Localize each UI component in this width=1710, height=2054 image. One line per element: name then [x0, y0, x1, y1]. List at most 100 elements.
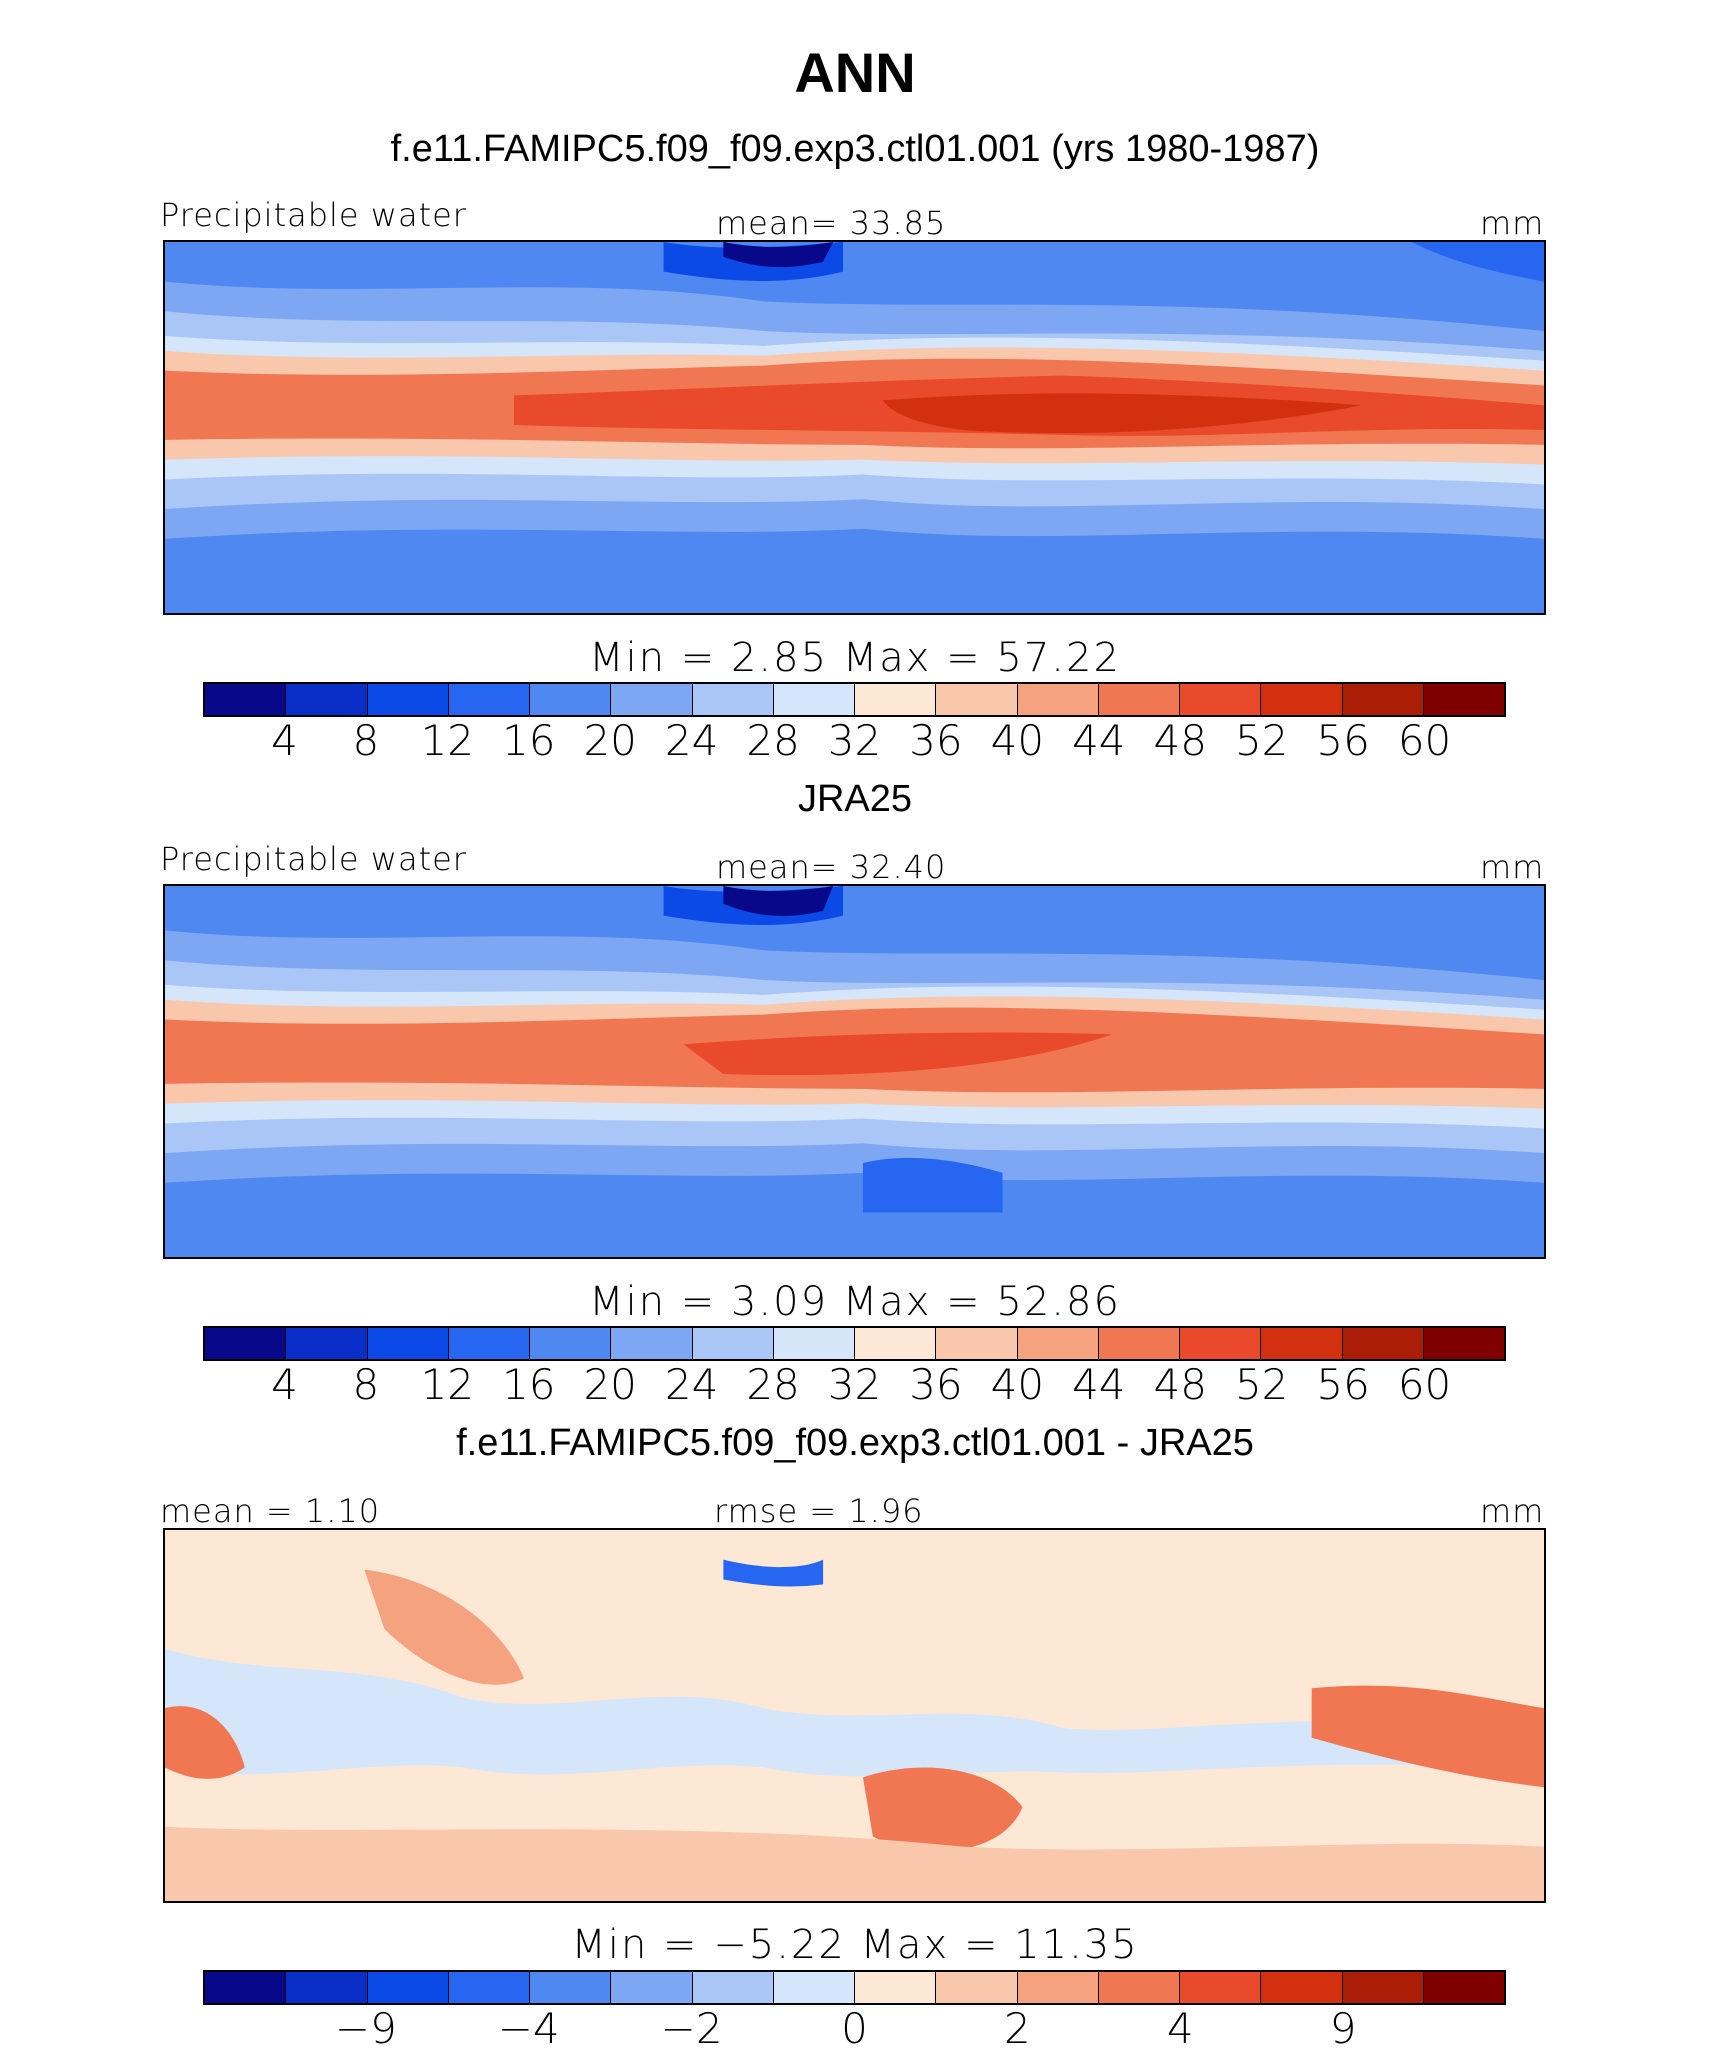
panel-1-variable-label: Precipitable water	[160, 196, 467, 234]
colorbar-tick-label: 4	[271, 716, 298, 765]
colorbar-tick-label: 24	[664, 716, 719, 765]
panel-1-min-max: Min = 2.85 Max = 57.22	[589, 635, 1121, 681]
colorbar-swatch	[1098, 1972, 1180, 2003]
colorbar-swatch	[1098, 1328, 1180, 1359]
colorbar-swatch	[855, 1328, 937, 1359]
colorbar-swatch	[1017, 1328, 1099, 1359]
colorbar-tick-label: 32	[827, 1360, 882, 1409]
colorbar-swatch	[936, 684, 1018, 715]
panel-3-rmse-label: rmse = 1.96	[714, 1492, 924, 1530]
colorbar-swatch	[205, 1972, 287, 2003]
panel-3-mean-label: mean = 1.10	[160, 1492, 381, 1530]
panel-2-units-label: mm	[1480, 848, 1545, 886]
colorbar-swatch	[1342, 1328, 1424, 1359]
colorbar-swatch	[936, 1328, 1018, 1359]
panel-2-colorbar	[203, 1326, 1506, 1361]
panel-1-colorbar-ticks: 4 8 12 16 20 24 28 32 36 40 44 48 52 56 60	[203, 716, 1506, 766]
colorbar-swatch	[1423, 684, 1504, 715]
colorbar-swatch	[286, 1328, 368, 1359]
colorbar-tick-label: 28	[746, 1360, 800, 1409]
colorbar-swatch	[1261, 1328, 1343, 1359]
colorbar-swatch	[1017, 684, 1099, 715]
colorbar-swatch	[1342, 1972, 1424, 2003]
colorbar-swatch	[855, 1972, 937, 2003]
colorbar-swatch	[692, 1972, 774, 2003]
colorbar-tick-label: 4	[1166, 2004, 1194, 2053]
colorbar-tick-label: 28	[746, 716, 800, 765]
colorbar-swatch	[367, 1328, 449, 1359]
colorbar-swatch	[286, 1972, 368, 2003]
colorbar-tick-label: 60	[1397, 1360, 1452, 1409]
colorbar-tick-label: 4	[271, 1360, 298, 1409]
colorbar-swatch	[1180, 1328, 1262, 1359]
colorbar-tick-label: 56	[1316, 716, 1370, 765]
panel-2-min-max: Min = 3.09 Max = 52.86	[589, 1279, 1121, 1325]
colorbar-swatch	[773, 1328, 855, 1359]
colorbar-swatch	[1017, 1972, 1099, 2003]
colorbar-tick-label: 36	[909, 1360, 963, 1409]
page-title: ANN	[794, 41, 916, 104]
colorbar-swatch	[367, 1972, 449, 2003]
colorbar-swatch	[448, 1328, 530, 1359]
colorbar-tick-label: 8	[352, 716, 380, 765]
colorbar-tick-label: 9	[1329, 2004, 1357, 2053]
colorbar-swatch	[1098, 684, 1180, 715]
panel-2-map	[163, 884, 1546, 1259]
colorbar-swatch	[773, 684, 855, 715]
colorbar-tick-label: 36	[909, 716, 963, 765]
colorbar-tick-label: −2	[660, 2004, 723, 2053]
colorbar-swatch	[1423, 1972, 1504, 2003]
colorbar-tick-label: 20	[583, 716, 637, 765]
panel-3-map-field	[165, 1530, 1544, 1901]
colorbar-swatch	[530, 684, 612, 715]
panel-3-map	[163, 1528, 1546, 1903]
colorbar-swatch	[1180, 684, 1262, 715]
colorbar-swatch	[1423, 1328, 1504, 1359]
panel-1-subtitle: f.e11.FAMIPC5.f09_f09.exp3.ctl01.001 (yr…	[390, 128, 1320, 170]
panel-2-colorbar-ticks: 4 8 12 16 20 24 28 32 36 40 44 48 52 56 60	[203, 1360, 1506, 1410]
colorbar-tick-label: 52	[1234, 1360, 1289, 1409]
colorbar-swatch	[205, 1328, 287, 1359]
panel-1-units-label: mm	[1480, 204, 1545, 242]
colorbar-tick-label: 16	[502, 1360, 556, 1409]
colorbar-swatch	[692, 1328, 774, 1359]
colorbar-tick-label: 12	[420, 1360, 475, 1409]
colorbar-tick-label: 44	[1072, 1360, 1126, 1409]
colorbar-swatch	[286, 684, 368, 715]
colorbar-swatch	[611, 1972, 693, 2003]
panel-2-variable-label: Precipitable water	[160, 840, 467, 878]
colorbar-tick-label: 2	[1004, 2004, 1031, 2053]
colorbar-tick-label: 56	[1316, 1360, 1370, 1409]
colorbar-tick-label: 52	[1234, 716, 1289, 765]
colorbar-tick-label: 12	[420, 716, 475, 765]
colorbar-swatch	[448, 1972, 530, 2003]
colorbar-tick-label: 8	[352, 1360, 380, 1409]
panel-3-units-label: mm	[1480, 1492, 1545, 1530]
colorbar-swatch	[530, 1328, 612, 1359]
panel-2-map-field	[165, 886, 1544, 1257]
colorbar-tick-label: 16	[502, 716, 556, 765]
colorbar-swatch	[205, 684, 287, 715]
panel-3-min-max: Min = −5.22 Max = 11.35	[571, 1922, 1139, 1968]
colorbar-swatch	[855, 684, 937, 715]
colorbar-swatch	[1342, 684, 1424, 715]
colorbar-tick-label: 48	[1153, 716, 1207, 765]
panel-1-map-field	[165, 242, 1544, 613]
colorbar-tick-label: 40	[990, 716, 1045, 765]
panel-3-colorbar-ticks: −9 −4 −2 0 2 4 9	[203, 2004, 1506, 2054]
panel-2-mean-label: mean= 32.40	[716, 848, 947, 886]
colorbar-tick-label: 44	[1072, 716, 1126, 765]
colorbar-tick-label: −4	[497, 2004, 560, 2053]
colorbar-tick-label: 60	[1397, 716, 1452, 765]
colorbar-swatch	[936, 1972, 1018, 2003]
colorbar-tick-label: 40	[990, 1360, 1045, 1409]
colorbar-swatch	[1261, 684, 1343, 715]
colorbar-swatch	[530, 1972, 612, 2003]
colorbar-tick-label: 24	[664, 1360, 719, 1409]
panel-1-map	[163, 240, 1546, 615]
colorbar-swatch	[367, 684, 449, 715]
panel-3-subtitle: f.e11.FAMIPC5.f09_f09.exp3.ctl01.001 - J…	[456, 1422, 1254, 1464]
panel-1-mean-label: mean= 33.85	[716, 204, 947, 242]
colorbar-tick-label: −9	[334, 2004, 397, 2053]
colorbar-tick-label: 32	[827, 716, 882, 765]
